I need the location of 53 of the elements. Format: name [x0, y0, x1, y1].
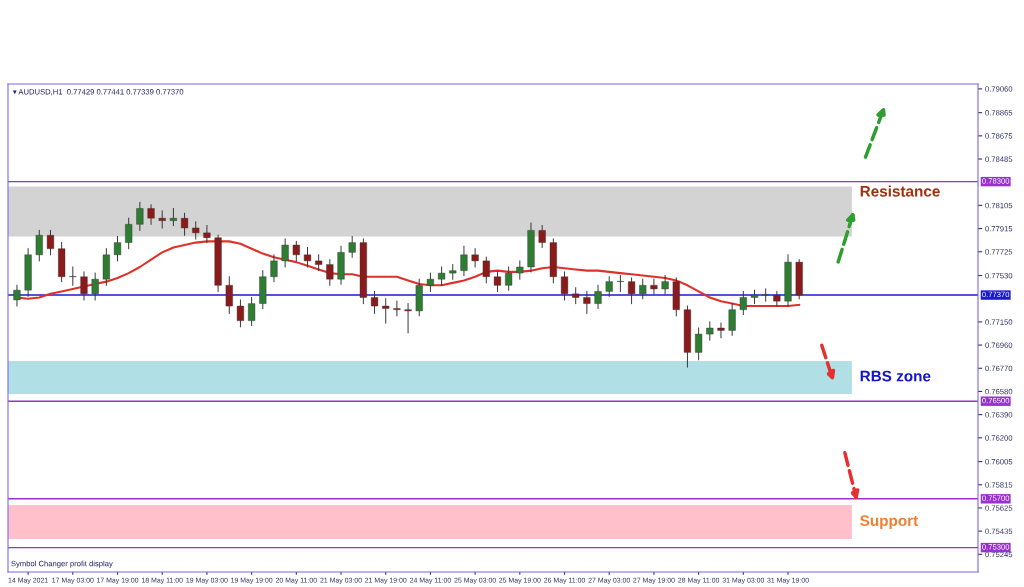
- candlestick: [13, 284, 21, 307]
- candlestick: [650, 278, 658, 295]
- candlestick: [281, 238, 289, 268]
- candlestick: [639, 278, 647, 300]
- candlestick: [706, 321, 714, 341]
- candlestick: [91, 272, 99, 301]
- candlestick: [326, 259, 334, 286]
- candlestick: [270, 254, 278, 283]
- candlestick: [370, 290, 379, 314]
- candlestick: [516, 260, 524, 280]
- candlestick: [69, 266, 77, 286]
- candlestick: [695, 327, 703, 361]
- candlestick: [739, 290, 747, 316]
- candlestick: [728, 303, 736, 336]
- candlestick: [717, 322, 725, 339]
- candlestick: [505, 266, 513, 291]
- candlestick: [594, 284, 602, 309]
- candlestick: [471, 248, 479, 268]
- candlestick: [616, 275, 624, 292]
- candlestick: [538, 225, 546, 248]
- candlestick: [248, 297, 256, 327]
- candlestick: [236, 299, 244, 328]
- candlestick: [181, 212, 189, 236]
- candlestick: [292, 240, 300, 262]
- band-label: RBS zone: [860, 370, 931, 382]
- candlestick: [348, 236, 356, 258]
- candlestick: [35, 229, 43, 262]
- candlestick: [125, 217, 133, 250]
- candlestick: [560, 271, 569, 301]
- candlestick: [762, 288, 770, 302]
- candlestick: [382, 298, 390, 324]
- candlestick: [404, 303, 412, 334]
- candlestick: [393, 300, 401, 317]
- candlestick: [460, 245, 468, 277]
- band-label: Resistance: [860, 185, 940, 197]
- band-label: Support: [860, 515, 919, 530]
- candlestick: [203, 225, 211, 244]
- candlestick: [147, 204, 155, 225]
- candlestick: [303, 246, 312, 268]
- candlestick: [482, 256, 490, 284]
- candlestick: [80, 271, 88, 301]
- candlestick: [493, 271, 502, 292]
- candlestick: [225, 276, 233, 314]
- candlestick: [605, 276, 613, 297]
- candlestick: [426, 272, 434, 292]
- candlestick: [46, 229, 55, 256]
- candlestick: [113, 236, 122, 262]
- candlestick: [158, 210, 166, 229]
- candlestick: [583, 290, 591, 314]
- candlestick: [661, 275, 669, 295]
- candlestick: [438, 266, 446, 286]
- candlestick: [136, 201, 144, 231]
- candlestick: [628, 277, 636, 305]
